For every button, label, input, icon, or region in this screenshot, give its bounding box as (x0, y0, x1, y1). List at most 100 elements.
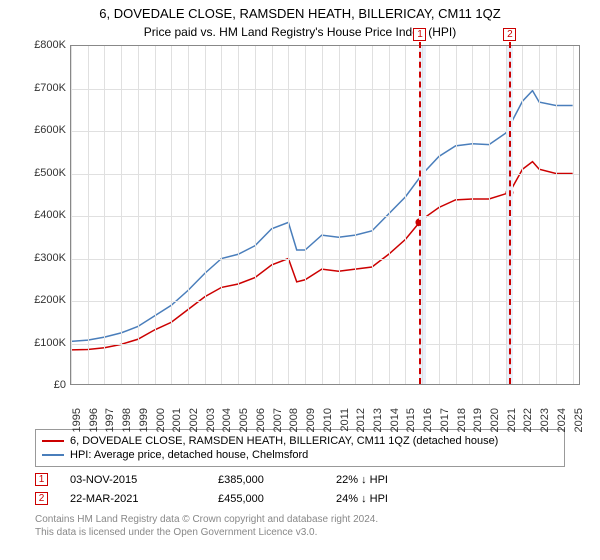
x-gridline (188, 46, 189, 384)
x-tick-label: 1995 (71, 408, 83, 432)
x-tick-label: 2010 (322, 408, 334, 432)
y-tick-label: £200K (20, 294, 66, 306)
legend-label: 6, DOVEDALE CLOSE, RAMSDEN HEATH, BILLER… (70, 435, 498, 447)
x-gridline (439, 46, 440, 384)
x-gridline (422, 46, 423, 384)
x-tick-label: 1998 (121, 408, 133, 432)
x-gridline (372, 46, 373, 384)
x-gridline (288, 46, 289, 384)
legend-label: HPI: Average price, detached house, Chel… (70, 449, 308, 461)
y-gridline (71, 174, 579, 175)
sale-delta: 22% ↓ HPI (336, 474, 436, 486)
sale-marker-line (509, 42, 511, 384)
x-gridline (104, 46, 105, 384)
x-gridline (221, 46, 222, 384)
x-tick-label: 2007 (272, 408, 284, 432)
x-tick-label: 2014 (389, 408, 401, 432)
x-gridline (255, 46, 256, 384)
x-tick-label: 2009 (305, 408, 317, 432)
x-tick-label: 2000 (155, 408, 167, 432)
sale-price: £455,000 (218, 493, 318, 505)
x-gridline (88, 46, 89, 384)
footer-line: This data is licensed under the Open Gov… (35, 526, 565, 539)
sale-row: 2 22-MAR-2021 £455,000 24% ↓ HPI (35, 492, 565, 505)
sale-date: 22-MAR-2021 (70, 493, 200, 505)
legend-swatch (42, 454, 64, 456)
x-tick-label: 2011 (339, 408, 351, 432)
y-gridline (71, 89, 579, 90)
sale-marker-badge: 2 (35, 492, 48, 505)
x-tick-label: 2013 (372, 408, 384, 432)
y-gridline (71, 131, 579, 132)
y-tick-label: £600K (20, 124, 66, 136)
chart-area: £0£100K£200K£300K£400K£500K£600K£700K£80… (20, 45, 580, 425)
y-tick-label: £0 (20, 379, 66, 391)
y-tick-label: £700K (20, 82, 66, 94)
x-gridline (405, 46, 406, 384)
x-gridline (121, 46, 122, 384)
chart-title-1: 6, DOVEDALE CLOSE, RAMSDEN HEATH, BILLER… (0, 0, 600, 21)
y-tick-label: £100K (20, 337, 66, 349)
x-tick-label: 1996 (88, 408, 100, 432)
x-tick-label: 1997 (104, 408, 116, 432)
x-gridline (556, 46, 557, 384)
x-gridline (489, 46, 490, 384)
y-gridline (71, 344, 579, 345)
legend: 6, DOVEDALE CLOSE, RAMSDEN HEATH, BILLER… (35, 429, 565, 467)
x-gridline (205, 46, 206, 384)
x-tick-label: 2004 (221, 408, 233, 432)
x-gridline (539, 46, 540, 384)
sale-marker-line (419, 42, 421, 384)
y-gridline (71, 259, 579, 260)
sale-date: 03-NOV-2015 (70, 474, 200, 486)
x-gridline (138, 46, 139, 384)
x-tick-label: 2015 (405, 408, 417, 432)
y-tick-label: £500K (20, 167, 66, 179)
footer-line: Contains HM Land Registry data © Crown c… (35, 513, 565, 526)
x-gridline (456, 46, 457, 384)
x-gridline (339, 46, 340, 384)
x-gridline (506, 46, 507, 384)
x-gridline (573, 46, 574, 384)
x-tick-label: 2018 (456, 408, 468, 432)
x-tick-label: 2019 (472, 408, 484, 432)
x-tick-label: 2003 (205, 408, 217, 432)
y-gridline (71, 216, 579, 217)
x-gridline (472, 46, 473, 384)
x-tick-label: 2016 (422, 408, 434, 432)
x-tick-label: 2022 (522, 408, 534, 432)
plot-region: 1995199619971998199920002001200220032004… (70, 45, 580, 385)
x-gridline (238, 46, 239, 384)
y-tick-label: £300K (20, 252, 66, 264)
x-tick-label: 2012 (355, 408, 367, 432)
x-gridline (171, 46, 172, 384)
x-tick-label: 2024 (556, 408, 568, 432)
x-tick-label: 2006 (255, 408, 267, 432)
x-tick-label: 2017 (439, 408, 451, 432)
x-gridline (522, 46, 523, 384)
x-gridline (305, 46, 306, 384)
sale-marker-badge: 1 (413, 28, 426, 41)
x-tick-label: 2008 (288, 408, 300, 432)
x-tick-label: 2025 (573, 408, 585, 432)
sale-price: £385,000 (218, 474, 318, 486)
y-tick-label: £400K (20, 209, 66, 221)
legend-item: HPI: Average price, detached house, Chel… (42, 448, 558, 462)
sale-marker-badge: 2 (503, 28, 516, 41)
y-gridline (71, 301, 579, 302)
legend-swatch (42, 440, 64, 442)
x-tick-label: 2002 (188, 408, 200, 432)
x-tick-label: 2020 (489, 408, 501, 432)
x-tick-label: 2001 (171, 408, 183, 432)
x-gridline (355, 46, 356, 384)
y-tick-label: £800K (20, 39, 66, 51)
x-tick-label: 2005 (238, 408, 250, 432)
x-tick-label: 1999 (138, 408, 150, 432)
x-tick-label: 2023 (539, 408, 551, 432)
sale-delta: 24% ↓ HPI (336, 493, 436, 505)
x-gridline (389, 46, 390, 384)
footer-attribution: Contains HM Land Registry data © Crown c… (35, 513, 565, 539)
sale-marker-badge: 1 (35, 473, 48, 486)
x-tick-label: 2021 (506, 408, 518, 432)
legend-item: 6, DOVEDALE CLOSE, RAMSDEN HEATH, BILLER… (42, 434, 558, 448)
